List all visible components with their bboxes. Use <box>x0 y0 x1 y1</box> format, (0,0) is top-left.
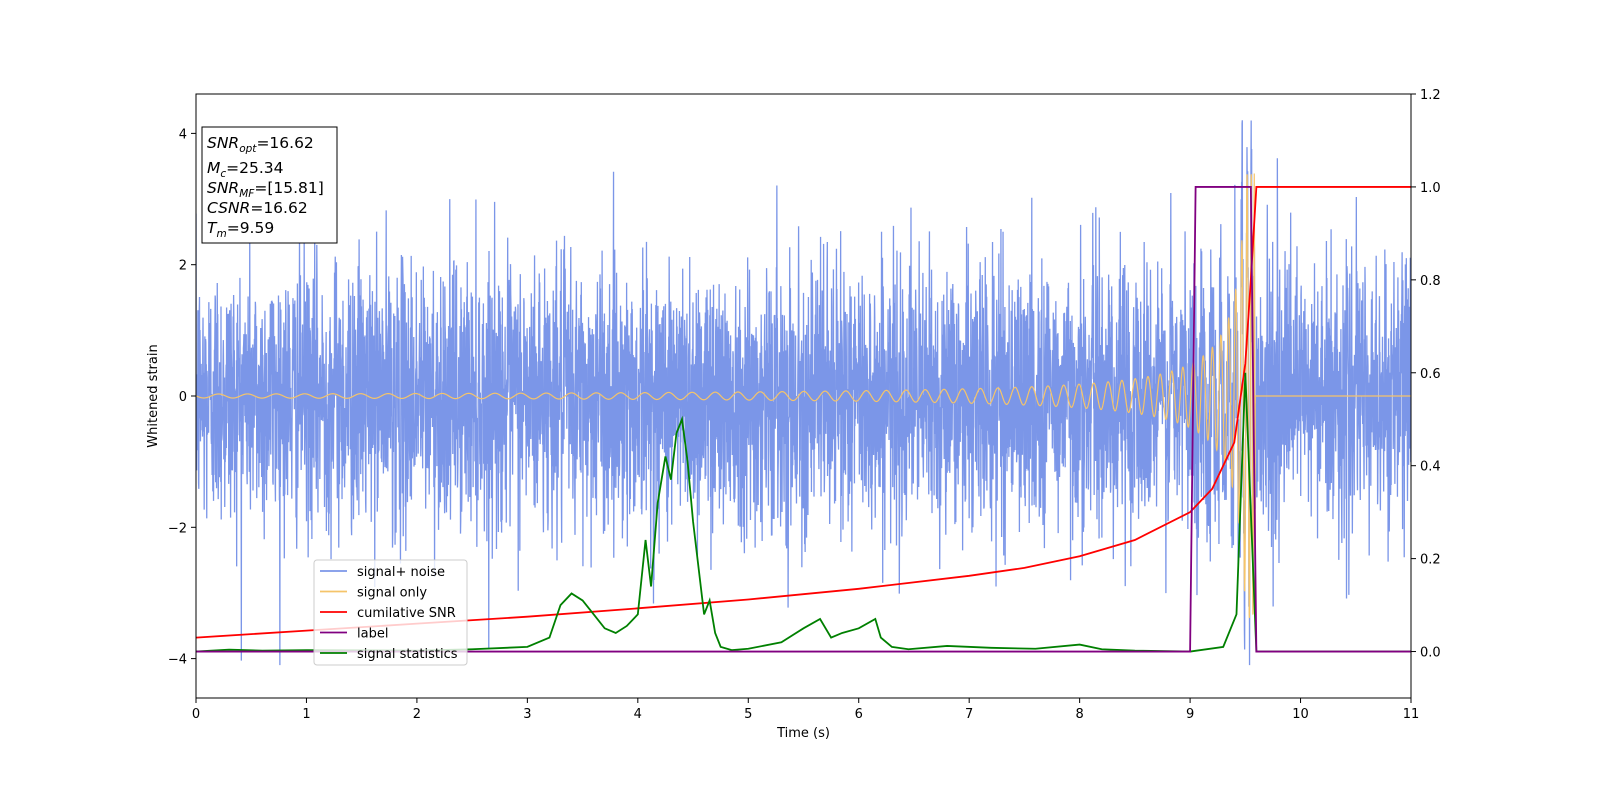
y2-tick-label: 1.0 <box>1420 181 1441 196</box>
info-mc: Mc=25.34 <box>207 159 284 180</box>
info-box: SNRopt=16.62 Mc=25.34 SNRMF=[15.81] CSNR… <box>201 126 338 244</box>
x-tick-label: 9 <box>1186 707 1194 722</box>
x-tick-label: 0 <box>192 707 200 722</box>
y-tick-label: 2 <box>179 259 187 274</box>
x-tick-label: 5 <box>744 707 752 722</box>
info-tm: Tm=9.59 <box>207 219 274 240</box>
y2-axis-ticks: 1.2 1.0 0.8 0.6 0.4 0.2 0.0 <box>1411 88 1441 661</box>
y2-tick-label: 0.0 <box>1420 646 1441 661</box>
x-tick-label: 2 <box>413 707 421 722</box>
x-tick-label: 10 <box>1292 707 1309 722</box>
x-tick-label: 1 <box>302 707 310 722</box>
y-tick-label: 4 <box>179 127 187 142</box>
x-axis-label: Time (s) <box>776 726 830 741</box>
y2-tick-label: 1.2 <box>1420 88 1441 103</box>
y2-tick-label: 0.6 <box>1420 367 1441 382</box>
y-axis-ticks: 4 2 0 −2 −4 <box>168 127 196 668</box>
x-tick-label: 3 <box>523 707 531 722</box>
y-tick-label: −4 <box>168 653 187 668</box>
y2-tick-label: 0.8 <box>1420 274 1441 289</box>
y-tick-label: 0 <box>179 390 187 405</box>
series-signal-noise-line <box>196 120 1411 666</box>
series-cumulative-snr-line <box>196 186 1411 639</box>
y-axis-label: Whitened strain <box>146 344 161 447</box>
info-snr-opt: SNRopt=16.62 <box>207 134 314 155</box>
x-tick-label: 11 <box>1403 707 1420 722</box>
x-tick-label: 8 <box>1075 707 1083 722</box>
y2-tick-label: 0.4 <box>1420 460 1441 475</box>
x-axis-ticks: 0 1 2 3 4 5 6 7 8 9 10 11 <box>192 698 1419 722</box>
legend: signal+ noise signal only cumilative SNR la… <box>313 559 468 666</box>
legend-entry: label <box>357 627 388 642</box>
series-signal-statistics-line <box>196 372 1411 653</box>
legend-entry: signal only <box>357 586 427 601</box>
y-tick-label: −2 <box>168 521 187 536</box>
x-tick-label: 4 <box>634 707 642 722</box>
series-label-line <box>196 186 1411 653</box>
legend-entry: signal statistics <box>357 647 458 662</box>
series-signal-only-line <box>196 173 1411 620</box>
legend-entry: signal+ noise <box>357 565 445 580</box>
series-layer <box>196 120 1411 666</box>
y2-tick-label: 0.2 <box>1420 553 1441 568</box>
info-csnr: CSNR=16.62 <box>207 199 308 217</box>
x-tick-label: 7 <box>965 707 973 722</box>
info-snr-mf: SNRMF=[15.81] <box>207 179 324 200</box>
legend-entry: cumilative SNR <box>357 606 456 621</box>
x-tick-label: 6 <box>855 707 863 722</box>
